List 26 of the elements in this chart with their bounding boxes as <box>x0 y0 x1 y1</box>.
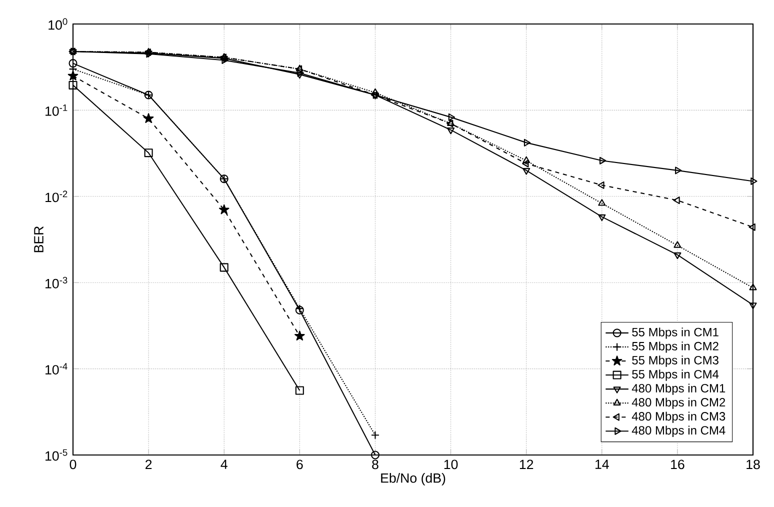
y-tick-label: 10$^{-2}$ <box>46 190 68 202</box>
x-tick-label: 0 <box>70 460 76 470</box>
x-tick-label: 6 <box>296 460 303 470</box>
y-tick-label: 10$^{-4}$ <box>46 363 68 374</box>
y-axis-title: BER <box>34 226 44 252</box>
legend-label: 55 Mbps in CM2 <box>632 342 718 353</box>
x-tick-label: 8 <box>372 460 378 470</box>
y-tick-label: 10$^{-5}$ <box>46 449 68 461</box>
legend-label: 480 Mbps in CM1 <box>632 384 726 395</box>
legend-label: 55 Mbps in CM4 <box>632 370 719 381</box>
x-tick-label: 4 <box>220 460 228 469</box>
y-tick-label: 10$^{-3}$ <box>46 276 68 288</box>
x-tick-label: 14 <box>596 460 609 469</box>
legend-label: 480 Mbps in CM3 <box>632 412 726 423</box>
x-tick-label: 16 <box>671 460 684 470</box>
x-tick-label: 2 <box>146 460 152 470</box>
y-tick-label: 10$^{0}$ <box>48 18 68 30</box>
legend-label: 480 Mbps in CM2 <box>632 398 726 409</box>
x-tick-label: 12 <box>520 460 534 470</box>
x-axis-title: Eb/No (dB) <box>381 472 446 486</box>
x-tick-label: 10 <box>444 460 458 470</box>
legend-label: 55 Mbps in CM3 <box>632 356 718 367</box>
y-tick-label: 10$^{-1}$ <box>46 104 68 116</box>
x-tick-label: 18 <box>746 460 760 470</box>
legend-label: 55 Mbps in CM1 <box>632 328 718 339</box>
legend-label: 480 Mbps in CM4 <box>632 426 726 437</box>
